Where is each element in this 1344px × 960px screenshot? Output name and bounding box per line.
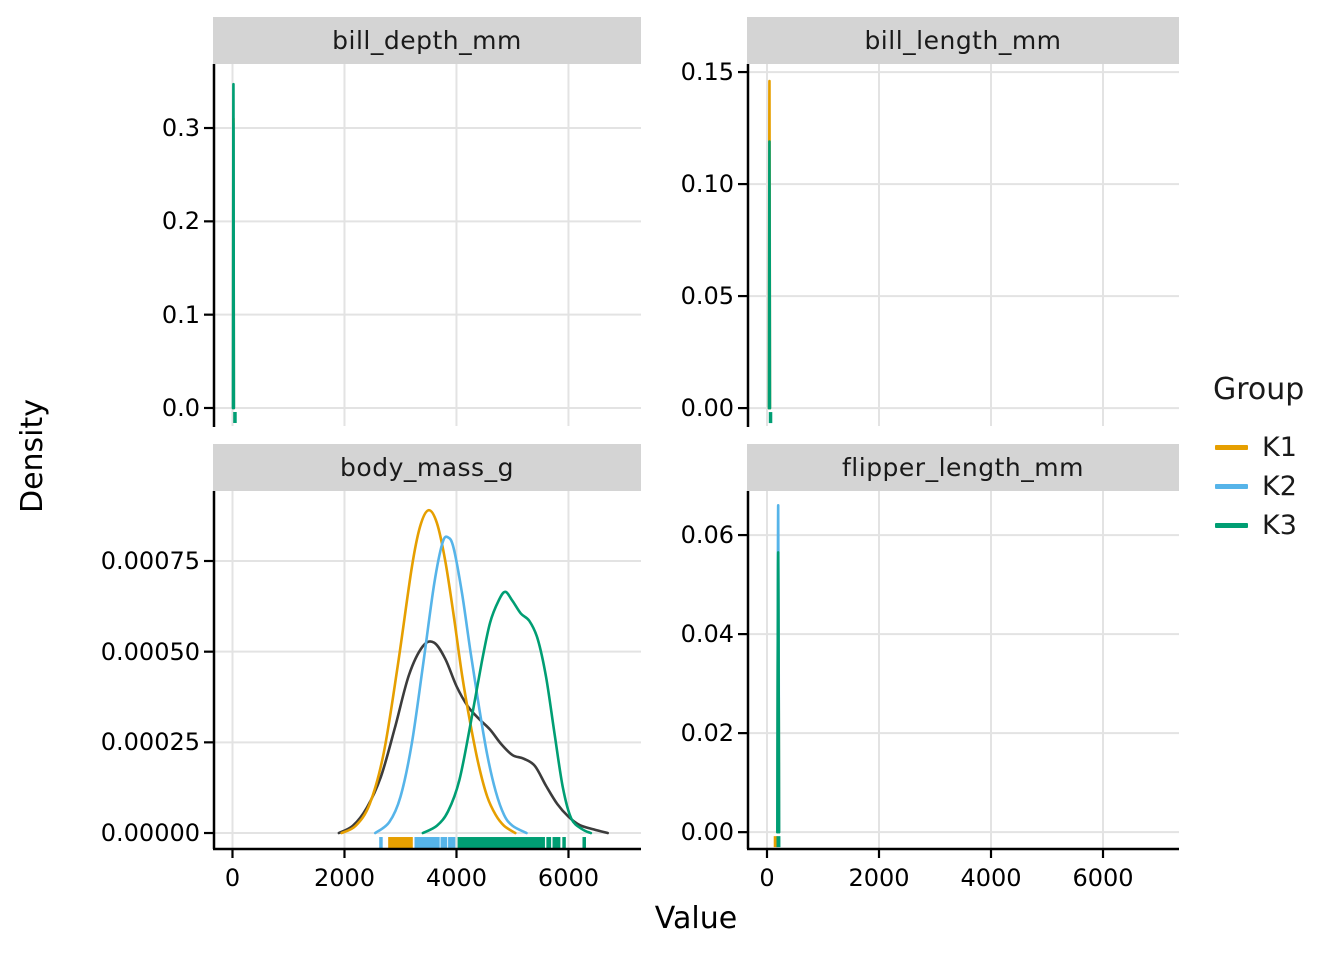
- y-axis-title: Density: [15, 398, 50, 514]
- density-curve-K1: [340, 508, 517, 835]
- y-tick-label: 0.3: [161, 114, 200, 143]
- facet-panel-flipper_length_mm: [738, 491, 1179, 858]
- legend-item-label: K1: [1262, 431, 1297, 463]
- density-curve-K2: [373, 535, 528, 835]
- rug-marks-K2: [379, 837, 383, 849]
- rug-marks-K3: [552, 837, 561, 849]
- legend-key-line-k1: [1215, 444, 1248, 450]
- facet-strip-flipper-length: flipper_length_mm: [747, 444, 1179, 491]
- legend-item-label: K2: [1262, 470, 1297, 502]
- facet-panel-body_mass_g: [204, 491, 641, 858]
- rug-marks-K3: [457, 837, 545, 849]
- y-tick-label: 0.00: [680, 394, 734, 423]
- x-tick-label: 2000: [848, 864, 910, 892]
- y-tick-label: 0.00: [680, 818, 734, 847]
- rug-marks-K2: [414, 837, 440, 849]
- rug-marks-K1: [388, 837, 413, 849]
- legend-item-k2: K2: [1205, 470, 1344, 502]
- facet-title: bill_length_mm: [864, 26, 1062, 55]
- x-axis-title: Value: [654, 901, 738, 936]
- y-tick-label: 0.00025: [100, 728, 200, 757]
- rug-marks-K3: [582, 837, 586, 849]
- legend-key-line-k3: [1215, 522, 1248, 528]
- rug-marks-K3: [776, 836, 781, 848]
- y-tick-label: 0.00050: [100, 637, 200, 666]
- x-tick-label: 6000: [1072, 864, 1134, 892]
- y-tick-label: 0.00000: [100, 819, 200, 848]
- y-tick-label: 0.02: [680, 719, 734, 748]
- x-tick-label: 2000: [313, 864, 376, 892]
- facet-strip-bill-length: bill_length_mm: [747, 17, 1179, 64]
- facet-panel-bill_length_mm: [738, 64, 1179, 427]
- rug-marks-K3: [233, 411, 237, 423]
- facet-title: bill_depth_mm: [332, 26, 522, 55]
- rug-marks-K3: [562, 837, 566, 849]
- x-tick-label: 0: [759, 864, 775, 892]
- rug-marks-K3: [768, 412, 773, 424]
- legend-title: Group: [1213, 372, 1305, 407]
- x-tick-label: 4000: [425, 864, 488, 892]
- x-tick-label: 0: [224, 864, 241, 892]
- rug-marks-K1: [773, 836, 778, 848]
- y-tick-label: 0.04: [680, 620, 734, 649]
- rug-marks-K2: [440, 837, 448, 849]
- density-curve-K3: [767, 140, 772, 410]
- facet-strip-bill-depth: bill_depth_mm: [213, 17, 641, 64]
- y-tick-label: 0.06: [680, 521, 734, 550]
- y-tick-label: 0.15: [680, 58, 734, 87]
- legend: Group K1 K2 K3: [1205, 372, 1344, 550]
- density-curve-K3: [421, 590, 593, 835]
- density-curve-Overall: [337, 640, 609, 835]
- legend-item-k3: K3: [1205, 509, 1344, 541]
- x-tick-label: 4000: [960, 864, 1022, 892]
- legend-item-k1: K1: [1205, 431, 1344, 463]
- x-tick-label: 6000: [537, 864, 600, 892]
- density-curve-K3: [776, 551, 781, 834]
- y-tick-label: 0.10: [680, 170, 734, 199]
- y-tick-label: 0.00075: [100, 547, 200, 575]
- y-tick-label: 0.05: [680, 282, 734, 311]
- legend-key-line-k2: [1215, 483, 1248, 489]
- rug-marks-K3: [546, 837, 552, 849]
- legend-item-label: K3: [1262, 509, 1297, 541]
- y-tick-label: 0.0: [161, 393, 200, 422]
- density-curve-K3: [231, 82, 236, 410]
- rug-marks-K2: [448, 837, 456, 849]
- y-tick-label: 0.1: [161, 300, 200, 329]
- facet-title: flipper_length_mm: [842, 453, 1084, 482]
- facet-panel-bill_depth_mm: [204, 64, 641, 427]
- y-tick-label: 0.2: [161, 207, 200, 236]
- facet-title: body_mass_g: [340, 453, 514, 482]
- facet-strip-body-mass: body_mass_g: [213, 444, 641, 491]
